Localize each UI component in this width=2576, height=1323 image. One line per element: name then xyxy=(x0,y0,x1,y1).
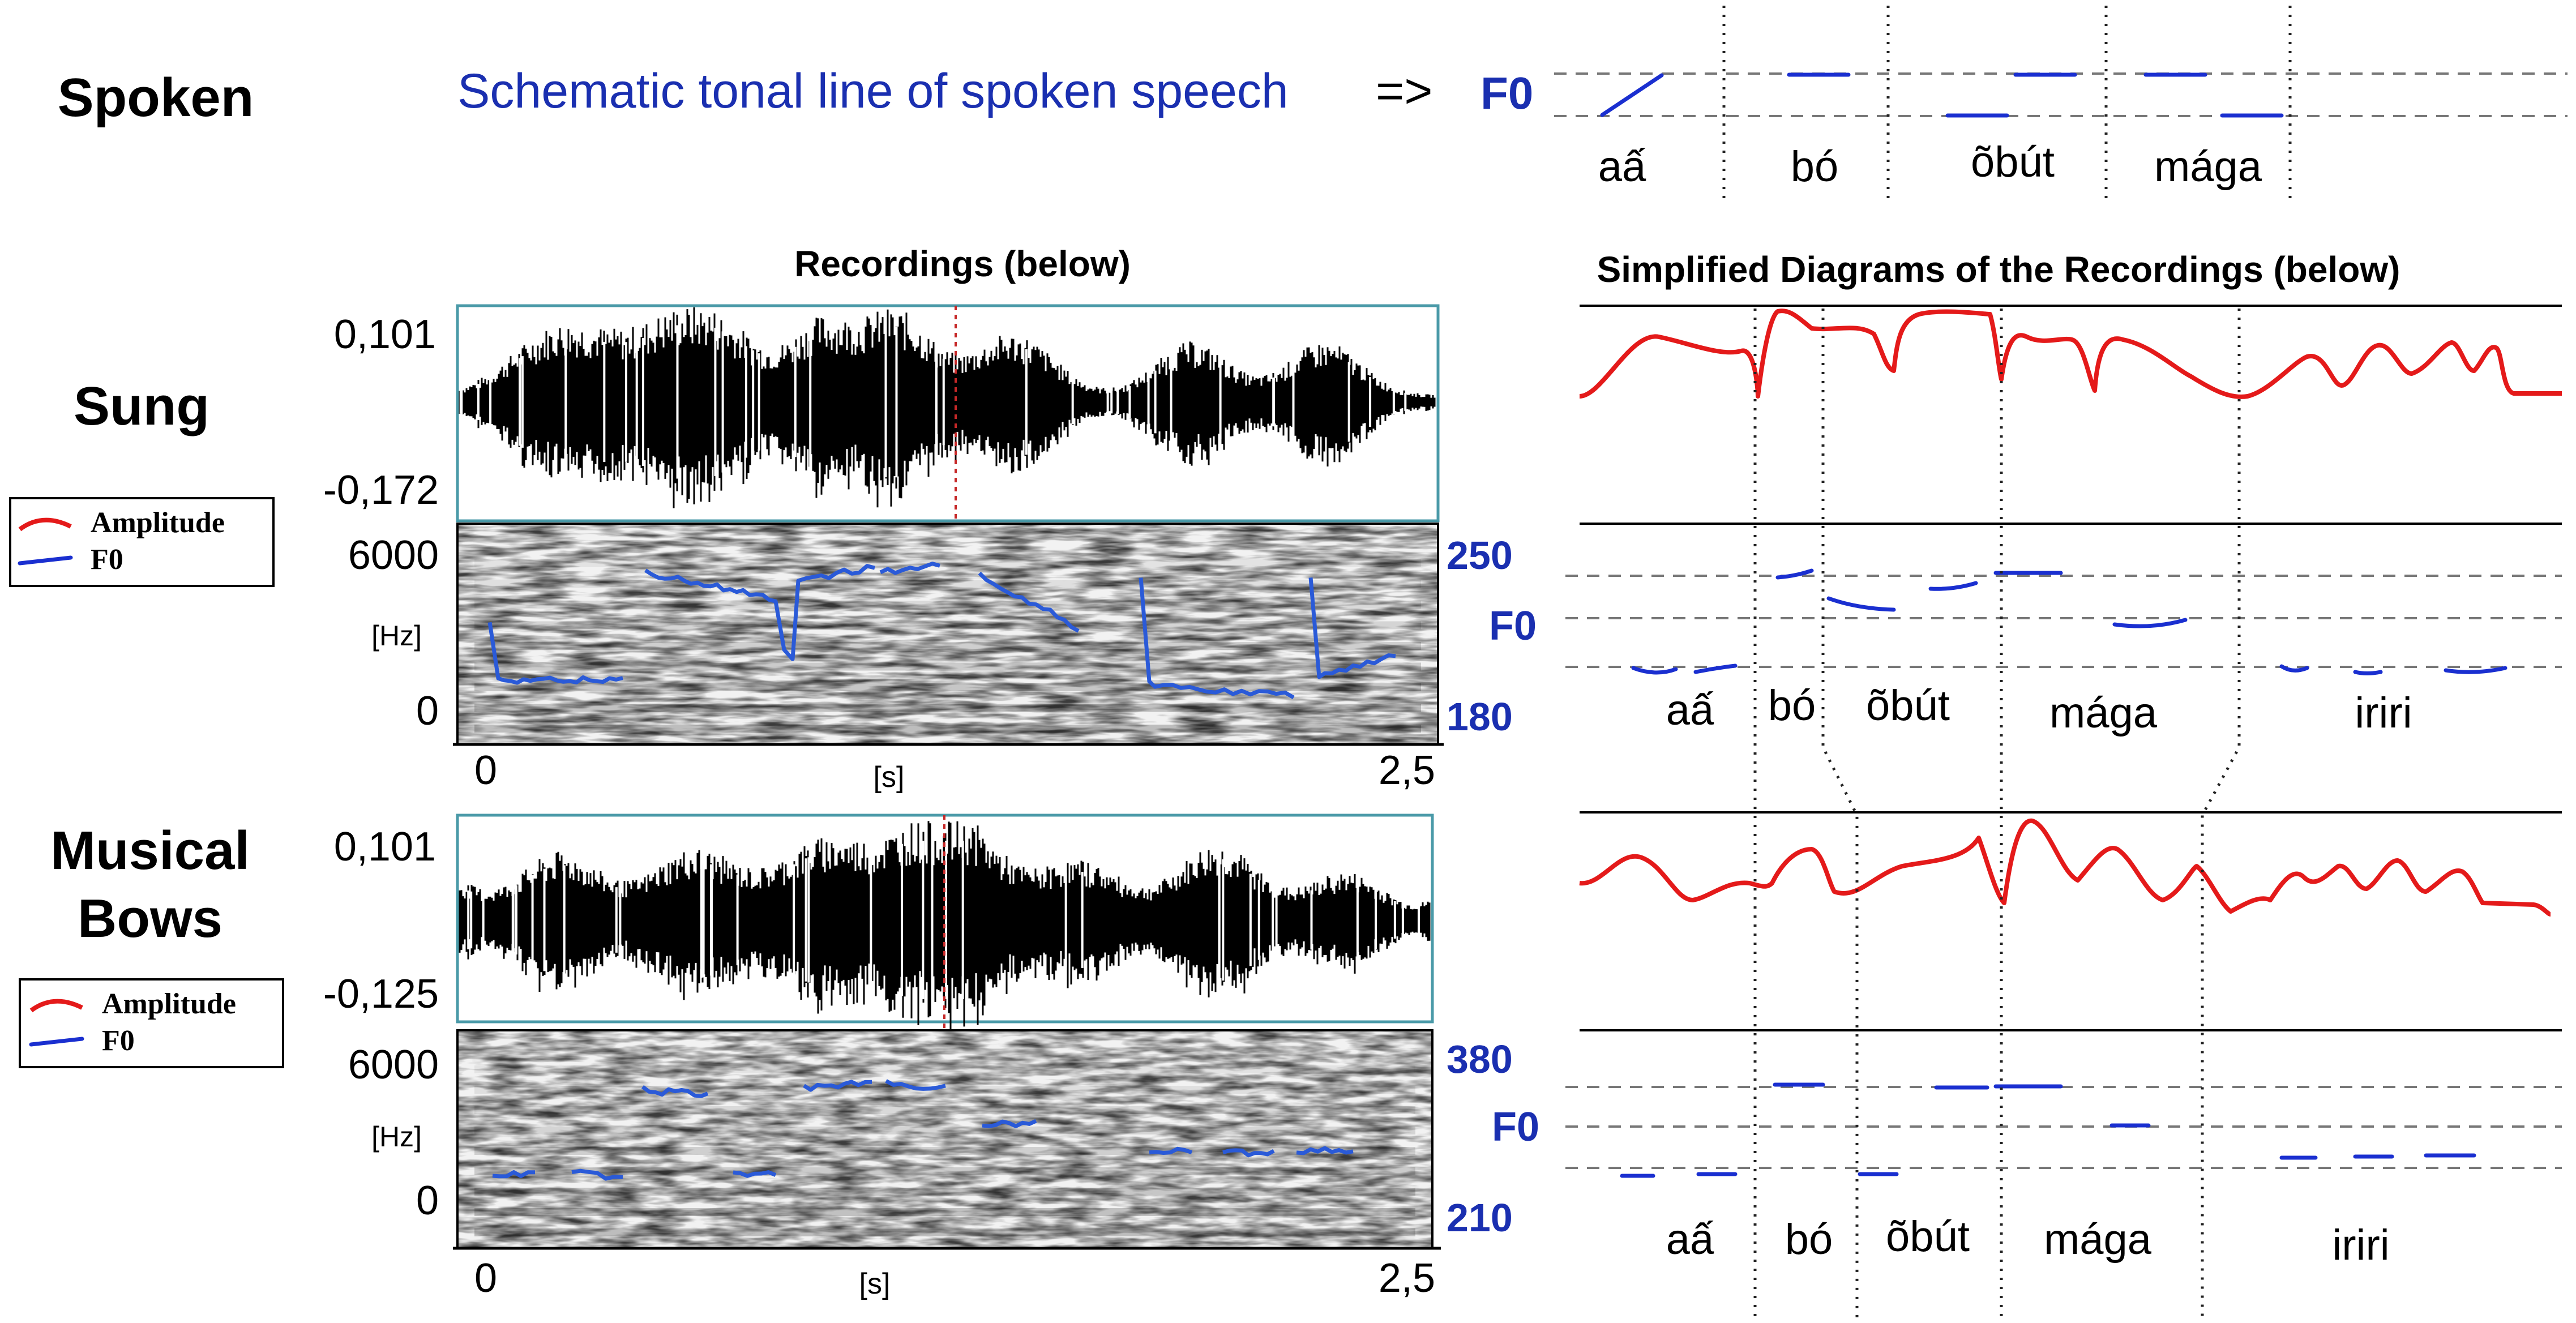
f0-legend-swatch xyxy=(18,555,73,566)
sung-f0-high: 250 xyxy=(1447,533,1513,577)
bows-f0-high: 380 xyxy=(1447,1037,1513,1081)
sung-diagram xyxy=(1565,305,2562,675)
legend-amplitude: Amplitude xyxy=(91,507,225,539)
sung-recording xyxy=(453,304,1444,746)
bows-recording xyxy=(453,814,1441,1250)
spoken-tone-schematic xyxy=(1554,6,2568,201)
sung-freq-min: 0 xyxy=(416,688,439,734)
bows-f0-trace xyxy=(492,1079,1354,1181)
sung-syllable: aấ xyxy=(1666,686,1714,734)
f0-legend-swatch xyxy=(29,1037,84,1047)
spoken-caption-arrow: => xyxy=(1376,64,1432,118)
bows-wave-min: -0,125 xyxy=(323,971,439,1017)
bows-syllable: õbút xyxy=(1886,1213,1970,1261)
sung-wave-max: 0,101 xyxy=(334,312,436,357)
bows-syllable: mága xyxy=(2044,1215,2152,1264)
spoken-syllable: õbút xyxy=(1971,138,2055,186)
sung-syllable: mága xyxy=(2049,689,2158,737)
row-label-spoken: Spoken xyxy=(58,67,254,128)
syllable-boundaries xyxy=(1753,309,2241,1319)
row-label-bows: Bows xyxy=(78,888,222,949)
sung-freq-unit: [Hz] xyxy=(371,620,422,652)
bows-syllable: aấ xyxy=(1666,1215,1714,1264)
sung-f0-low: 180 xyxy=(1447,695,1513,739)
sung-legend: Amplitude F0 xyxy=(9,497,275,587)
amplitude-legend-swatch xyxy=(18,517,72,532)
bows-time-start: 0 xyxy=(474,1256,497,1301)
sung-syllable: iriri xyxy=(2355,689,2412,737)
spoken-syllable: aấ xyxy=(1598,143,1646,191)
bows-f0-low: 210 xyxy=(1447,1196,1513,1240)
sung-syllable: bó xyxy=(1768,682,1816,730)
sung-syllable: õbút xyxy=(1866,682,1950,730)
bows-diagram xyxy=(1565,811,2562,1178)
legend-f0: F0 xyxy=(102,1025,135,1057)
bows-amplitude-curve xyxy=(1579,818,2552,917)
sung-f0-trace xyxy=(487,562,1396,700)
header-recordings: Recordings (below) xyxy=(794,243,1131,284)
bows-waveform xyxy=(459,821,1431,1033)
spoken-caption: Schematic tonal line of spoken speech xyxy=(457,64,1289,118)
sung-time-unit: [s] xyxy=(874,761,905,794)
bows-syllable: iriri xyxy=(2332,1221,2389,1269)
legend-f0: F0 xyxy=(91,543,123,576)
sung-freq-max: 6000 xyxy=(348,533,439,578)
sung-amplitude-curve xyxy=(1579,309,2562,399)
sung-time-end: 2,5 xyxy=(1379,748,1435,793)
spoken-f0-label: F0 xyxy=(1480,68,1533,118)
bows-legend: Amplitude F0 xyxy=(19,978,284,1068)
bows-f0-diagram-label: F0 xyxy=(1492,1104,1539,1150)
row-label-sung: Sung xyxy=(74,376,209,436)
spoken-syllable: mága xyxy=(2154,143,2262,191)
sung-waveform xyxy=(459,307,1436,508)
amplitude-legend-swatch xyxy=(29,999,83,1013)
bows-time-unit: [s] xyxy=(859,1268,891,1300)
legend-amplitude: Amplitude xyxy=(102,988,236,1020)
bows-freq-min: 0 xyxy=(416,1178,439,1223)
row-label-musical: Musical xyxy=(50,820,250,881)
spoken-syllable: bó xyxy=(1791,143,1839,191)
sung-time-start: 0 xyxy=(474,748,497,793)
bows-freq-max: 6000 xyxy=(348,1042,439,1087)
sung-f0-diagram-label: F0 xyxy=(1489,603,1537,649)
bows-syllable: bó xyxy=(1785,1215,1833,1264)
bows-wave-max: 0,101 xyxy=(334,824,436,870)
bows-time-end: 2,5 xyxy=(1379,1256,1435,1301)
bows-freq-unit: [Hz] xyxy=(371,1121,422,1153)
header-diagrams: Simplified Diagrams of the Recordings (b… xyxy=(1597,249,2400,290)
sung-wave-min: -0,172 xyxy=(323,468,439,513)
